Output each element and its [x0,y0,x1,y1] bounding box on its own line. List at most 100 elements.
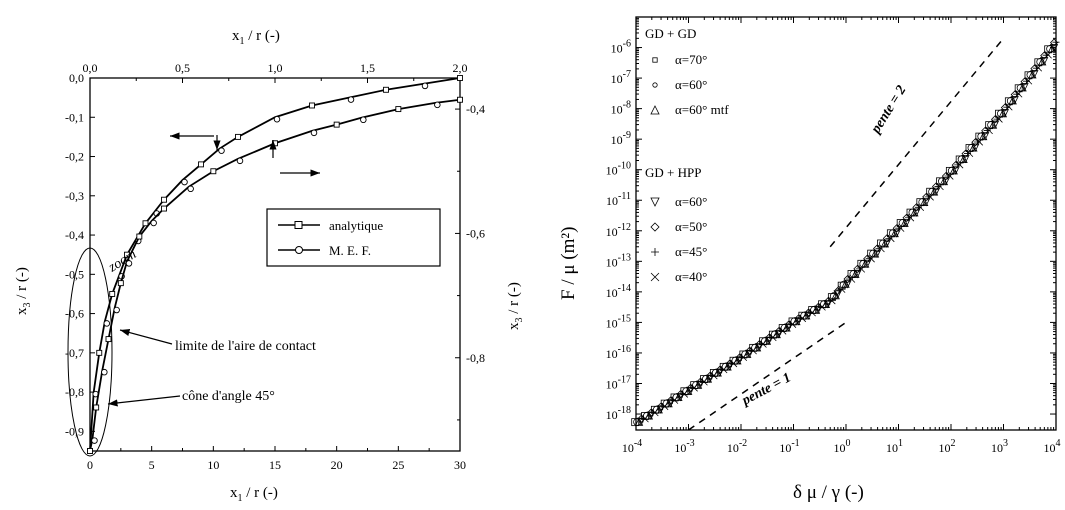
right-chart: 10-4 10-3 10-2 10-1 100 101 102 103 104 10-18 10-1… [558,16,1061,503]
legend-label: α=60° mtf [675,102,729,117]
mef-point [150,219,157,227]
y-tick-label: 10-11 [606,191,631,208]
data-point-triup [959,154,968,163]
data-point-plus [1052,38,1060,46]
x-tick-label: 10-2 [727,438,747,455]
x-tick-label: 100 [834,438,851,455]
bottom-x-tick-label: 25 [392,458,404,472]
data-point-triup [1008,96,1017,105]
left-y-tick-label: -0,2 [65,150,84,164]
analytique-point [333,121,340,128]
data-point-tridown [863,259,872,269]
legend-marker-small-square [652,57,658,63]
left-y-tick-label: -0,4 [65,228,84,242]
mef-point [113,306,120,314]
data-point-triup [841,279,850,288]
data-point-triup [1018,83,1027,92]
data-point-triup [1038,57,1047,66]
mef-point [310,129,318,137]
mef-point [218,147,225,154]
y-tick-label: 10-18 [606,405,631,422]
left-y-tick-label: -0,8 [65,385,84,399]
legend-label: α=50° [675,219,707,234]
data-point-cross [926,193,934,201]
analytique-point [210,168,217,175]
left-y-tick-label: -0,9 [65,424,84,438]
data-point-square [837,281,846,290]
analytique-point [309,102,315,109]
right-x-axis-title: δ μ / γ (-) [793,482,864,503]
data-point-tridown [951,166,960,175]
data-point-square [827,293,836,302]
data-point-tridown [1020,83,1029,92]
data-point-circle [839,280,848,289]
right-tick-labels: 10-4 10-3 10-2 10-1 100 101 102 103 104 10-18 10-1… [606,39,1061,455]
data-point-triup [1028,70,1037,79]
data-point-tridown [931,187,941,196]
data-point-triup [851,269,860,278]
zoom-ellipse [67,247,113,457]
bottom-x-tick-label: 15 [269,458,281,472]
analytique-point [117,280,124,287]
top-x-tick-label: 2,0 [453,61,468,75]
y-tick-label: 10-17 [606,374,631,391]
data-point-triup [880,239,890,248]
data-point-triup [861,259,870,268]
data-point-tridown [1049,44,1059,53]
analytique-point [87,448,93,454]
legend-marker-circle [295,246,303,254]
mef-point [91,437,98,444]
left-y-tick-label: -0,7 [65,346,84,360]
legend-marker-small-circle [652,82,658,88]
data-point-tridown [853,270,862,279]
legend-label-mef: M. E. F. [329,243,371,258]
legend-marker-cross [650,272,660,282]
data-point-tridown [872,249,882,258]
left-y-tick-label: 0,0 [69,71,84,85]
arrow-cone [107,395,181,407]
legend-label: α=70° [675,52,707,67]
data-point-tridown [990,120,1000,129]
right-y-tick-label: -0,8 [466,351,485,365]
x-tick-label: 102 [939,438,956,455]
x-tick-label: 104 [1044,438,1061,455]
contact-limit-label: limite de l'aire de contact [175,339,316,354]
mef-point [181,178,188,186]
mef-point [360,116,367,124]
series-1-line [89,98,461,452]
top-x-axis-title: x1 / r (-) [232,28,280,47]
analytique-point [198,161,204,168]
cone-label: cône d'angle 45° [182,389,275,404]
legend-marker-plus [651,248,659,256]
data-point-triup [998,108,1008,118]
bottom-x-tick-label: 10 [207,458,219,472]
bottom-x-tick-label: 20 [331,458,343,472]
data-point-triup [939,176,949,186]
data-point-cross [896,224,905,232]
mef-point [273,116,281,123]
data-point-triup [910,208,919,217]
data-point-cross [847,275,856,283]
y-tick-label: 10-15 [606,313,631,330]
data-point-tridown [912,208,921,217]
data-point-cross [887,234,895,243]
analytique-point [457,96,463,103]
x-tick-label: 10-4 [622,438,642,455]
top-x-tick-label: 0,5 [175,61,190,75]
top-x-tick-label: 0,0 [83,61,98,75]
mef-point [434,101,441,109]
right-y-axis-title: F / μ (m²) [558,227,579,300]
right-y-axis-title: x3 / r (-) [506,282,525,330]
analytique-point [136,233,143,240]
bottom-x-axis-title: x1 / r (-) [230,485,278,504]
right-legend: GD + GD GD + HPP α=70° α=60° α=60° mtf α=60… [645,26,729,284]
data-point-tridown [1010,96,1019,105]
analytique-point [161,196,167,203]
data-point-cross [857,265,866,273]
analytique-point [395,106,402,113]
y-tick-label: 10-7 [611,69,631,86]
mef-point [103,320,111,327]
top-x-tick-label: 1,5 [360,61,375,75]
right-y-tick-label: -0,4 [466,102,485,116]
